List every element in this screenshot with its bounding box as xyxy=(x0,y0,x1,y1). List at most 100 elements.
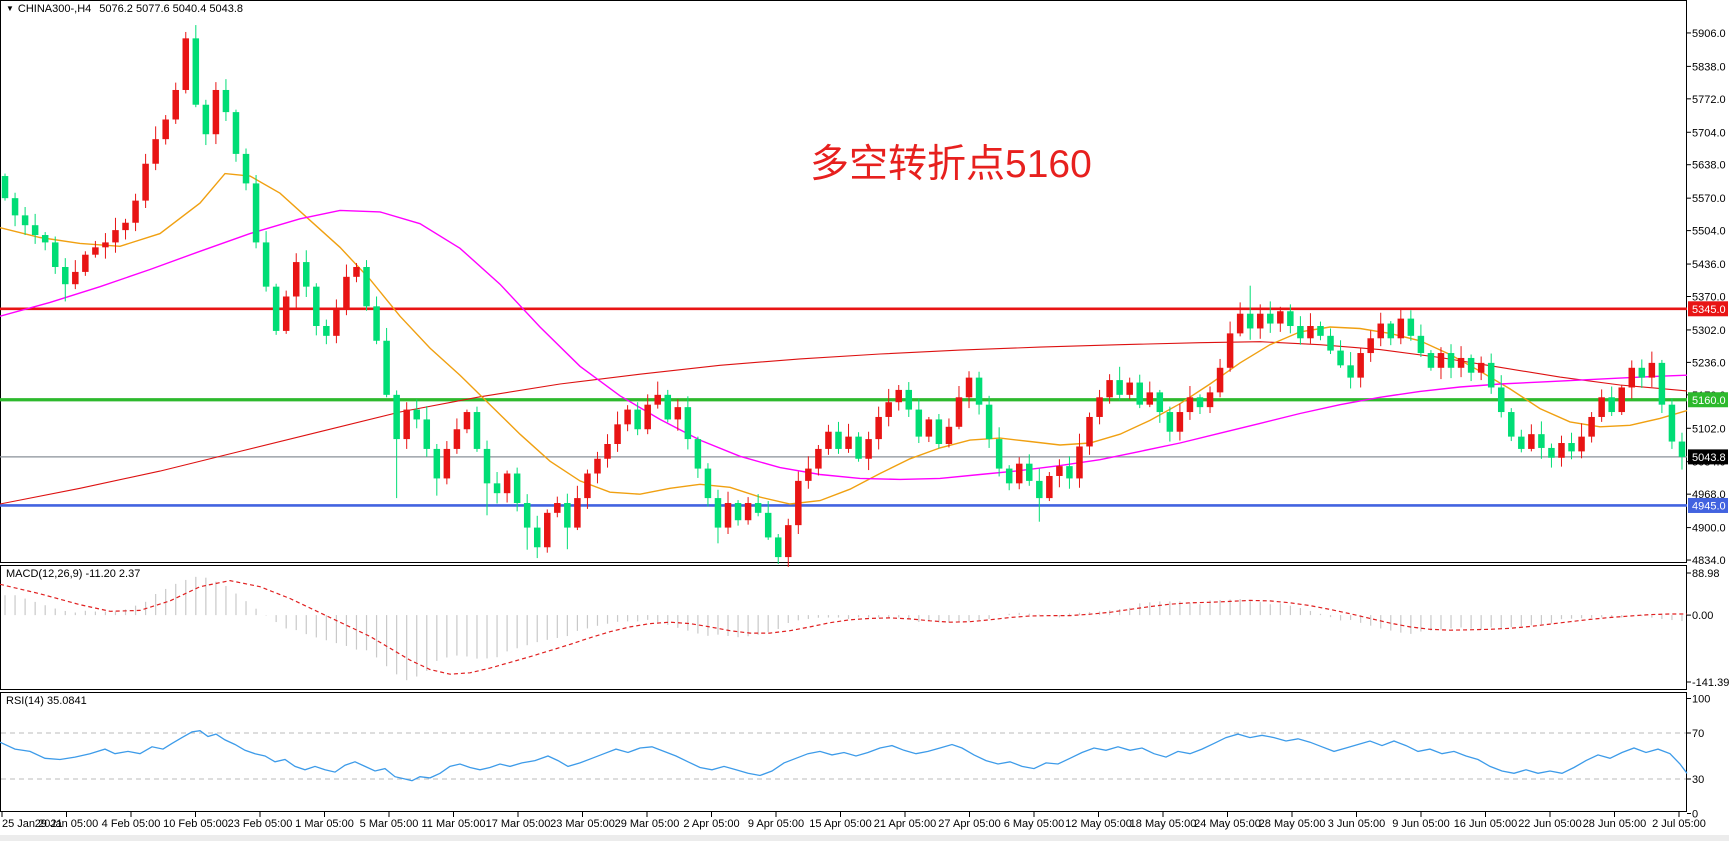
svg-text:28 Jun 05:00: 28 Jun 05:00 xyxy=(1583,818,1647,830)
macd-panel[interactable] xyxy=(0,565,1687,690)
candle-body xyxy=(1387,323,1395,339)
candle-body xyxy=(82,254,89,272)
candle-body xyxy=(92,247,99,255)
candle-body xyxy=(684,407,692,440)
svg-text:5436.0: 5436.0 xyxy=(1692,259,1726,271)
candle-body xyxy=(212,89,220,135)
candle-body xyxy=(1246,313,1254,329)
svg-text:18 May 05:00: 18 May 05:00 xyxy=(1130,818,1197,830)
svg-text:2 Jul 05:00: 2 Jul 05:00 xyxy=(1652,818,1706,830)
candle-body xyxy=(1508,412,1515,437)
candle-body xyxy=(945,426,953,445)
candle-body xyxy=(252,183,260,243)
candle-body xyxy=(1216,367,1224,393)
candle-body xyxy=(1206,392,1214,408)
candle-body xyxy=(443,448,451,479)
candle-body xyxy=(845,436,852,449)
candle-body xyxy=(162,119,169,140)
candle-body xyxy=(1568,443,1575,452)
candle-body xyxy=(72,271,79,285)
candle-body xyxy=(343,276,350,309)
candle-body xyxy=(564,503,571,528)
svg-text:5838.0: 5838.0 xyxy=(1692,61,1726,73)
candle-body xyxy=(1267,313,1274,324)
candle-body xyxy=(674,407,682,420)
candle-body xyxy=(62,266,69,285)
candle-body xyxy=(383,340,390,395)
candle-body xyxy=(1186,397,1194,413)
candle-body xyxy=(102,242,109,248)
candle-body xyxy=(714,498,722,528)
svg-text:5302.0: 5302.0 xyxy=(1692,325,1726,337)
candle-body xyxy=(1347,365,1354,378)
svg-text:5704.0: 5704.0 xyxy=(1692,127,1726,139)
candle-body xyxy=(985,404,993,440)
candle-body xyxy=(1538,434,1545,448)
candle-body xyxy=(774,537,782,558)
svg-text:23 Mar 05:00: 23 Mar 05:00 xyxy=(550,818,615,830)
candle-body xyxy=(323,325,330,336)
svg-text:5160.0: 5160.0 xyxy=(1692,395,1726,407)
candle-body xyxy=(875,416,882,440)
candle-body xyxy=(744,503,752,521)
macd-layer xyxy=(0,576,1687,681)
candle-body xyxy=(1528,434,1535,449)
candle-body xyxy=(1126,382,1133,395)
candle-body xyxy=(694,439,702,469)
svg-text:4945.0: 4945.0 xyxy=(1692,500,1726,512)
svg-text:5370.0: 5370.0 xyxy=(1692,291,1726,303)
candle-body xyxy=(353,266,360,277)
candle-body xyxy=(21,215,29,226)
candle-body xyxy=(1196,397,1204,408)
candle-body xyxy=(1036,480,1043,499)
svg-text:5236.0: 5236.0 xyxy=(1692,357,1726,369)
candle-body xyxy=(1056,466,1063,476)
candle-body xyxy=(644,404,651,430)
svg-text:5043.8: 5043.8 xyxy=(1692,452,1726,464)
candle-body xyxy=(1588,416,1595,437)
candle-body xyxy=(865,439,872,459)
candle-body xyxy=(1457,357,1465,368)
chevron-down-icon[interactable]: ▼ xyxy=(6,4,14,13)
candle-body xyxy=(1367,338,1374,354)
candle-body xyxy=(11,198,19,216)
candle-body xyxy=(1608,397,1615,413)
chart-title: ▼ CHINA300-,H4 5076.2 5077.6 5040.4 5043.8 xyxy=(6,3,243,15)
candle-body xyxy=(995,439,1003,469)
candle-body xyxy=(172,89,179,120)
candle-body xyxy=(855,436,862,459)
svg-text:5504.0: 5504.0 xyxy=(1692,226,1726,238)
rsi-name: RSI(14) xyxy=(6,695,44,707)
candle-body xyxy=(935,419,943,445)
candle-body xyxy=(1026,463,1033,481)
candle-body xyxy=(493,483,501,494)
candle-body xyxy=(1317,325,1324,336)
candle-body xyxy=(1116,380,1123,395)
symbol-timeframe-label: CHINA300-,H4 xyxy=(17,3,92,15)
candles-layer xyxy=(1,25,1686,567)
candle-body xyxy=(41,235,49,243)
candle-body xyxy=(1086,416,1093,447)
svg-text:29 Jan 05:00: 29 Jan 05:00 xyxy=(35,818,99,830)
macd-values: -11.20 2.37 xyxy=(85,568,141,580)
candle-body xyxy=(1106,380,1113,398)
candle-body xyxy=(754,503,762,513)
candle-body xyxy=(785,525,792,558)
macd-name: MACD(12,26,9) xyxy=(6,568,83,580)
main-panel[interactable] xyxy=(0,0,1687,563)
candle-body xyxy=(1337,350,1344,366)
candle-body xyxy=(1287,311,1294,326)
candle-body xyxy=(182,38,190,90)
svg-text:5638.0: 5638.0 xyxy=(1692,160,1726,172)
candle-body xyxy=(1176,412,1184,432)
candle-body xyxy=(1076,446,1083,479)
candle-body xyxy=(242,153,250,184)
candle-body xyxy=(403,409,410,440)
svg-text:0.00: 0.00 xyxy=(1692,610,1713,622)
candle-body xyxy=(31,225,39,236)
candle-body xyxy=(554,503,561,513)
candle-body xyxy=(1658,362,1666,405)
rsi-layer xyxy=(0,730,1688,782)
